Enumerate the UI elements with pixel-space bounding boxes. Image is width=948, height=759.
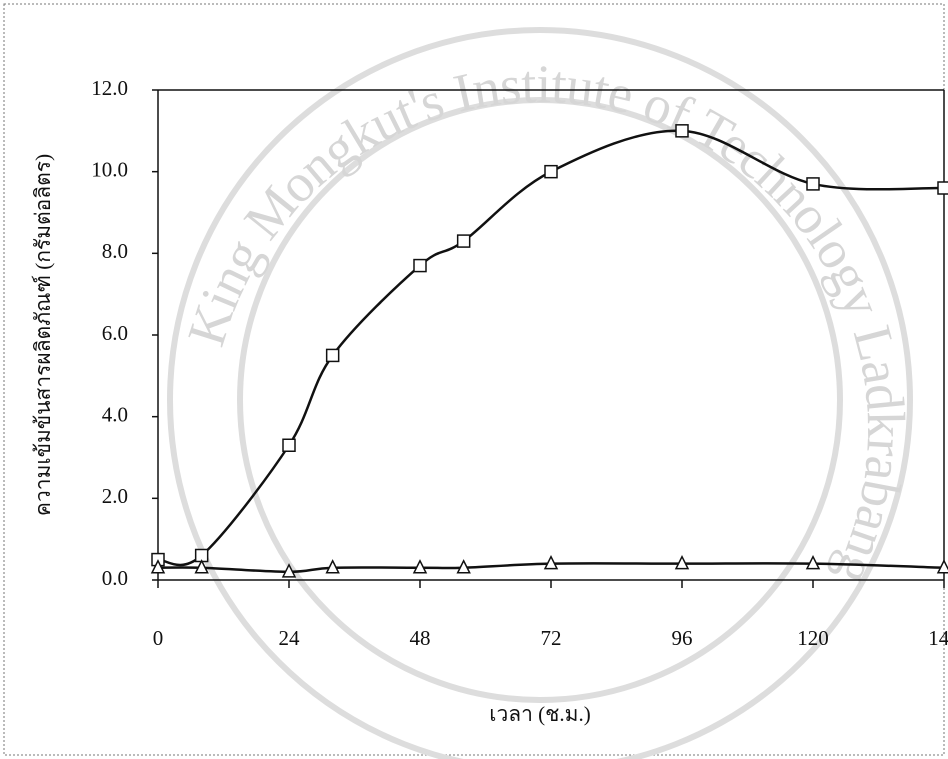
marker-square [456,234,471,248]
marker-square [282,438,296,452]
marker-triangle [805,554,821,570]
frame [3,3,945,756]
y-axis-title: ความเข้มข้นสารผลิตภัณฑ์ (กรัมต่อลิตร) [31,154,55,516]
y-tick-label: 6.0 [102,321,128,345]
marker-square [544,164,558,179]
y-tick-label: 4.0 [102,402,128,426]
marker-square [675,124,689,138]
marker-square [325,348,340,363]
watermark-path: King Mongkut's Institute of Technology L… [176,54,916,594]
x-tick-label: 0 [153,626,164,650]
y-tick-label: 2.0 [102,484,128,508]
marker-triangle [325,559,340,574]
x-tick-label: 96 [672,626,693,650]
marker-triangle [194,559,209,574]
marker-square [806,177,820,191]
x-tick-label: 72 [541,626,562,650]
y-tick-label: 10.0 [91,157,128,181]
x-axis-title: เวลา (ช.ม.) [489,702,590,726]
series-line [157,129,945,567]
marker-square [937,181,948,195]
marker-triangle [936,559,948,574]
x-tick-label: 24 [279,626,301,650]
watermark-text: King Mongkut's Institute of Technology L… [176,54,916,594]
marker-triangle [150,559,166,574]
watermark-emblem [167,27,913,759]
marker-triangle [456,559,471,574]
marker-triangle [674,554,690,570]
marker-triangle [543,554,559,570]
x-tick-label: 144 [928,626,948,650]
y-tick-label: 8.0 [102,239,128,263]
marker-square [413,258,427,273]
marker-triangle [281,563,297,578]
y-tick-label: 12.0 [91,76,128,100]
x-tick-label: 48 [410,626,431,650]
x-tick-label: 120 [797,626,829,650]
y-tick-label: 0.0 [102,566,128,590]
marker-triangle [412,559,428,574]
